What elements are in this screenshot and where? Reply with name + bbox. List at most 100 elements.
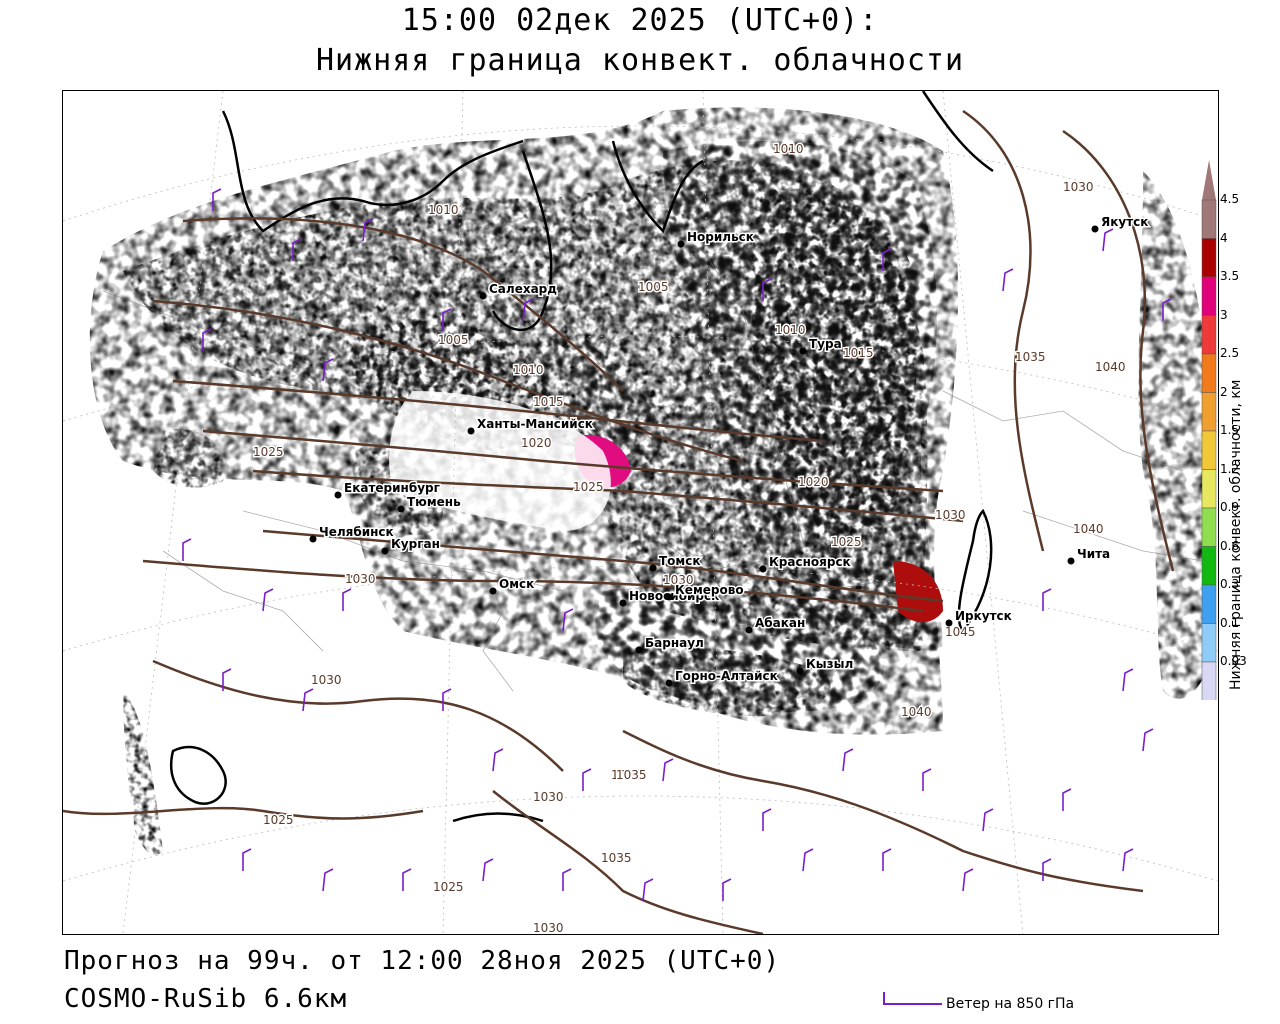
isobar-label: 1010 xyxy=(513,363,544,377)
map-canvas: 1010 1010 1005 1005 1010 1010 1015 1015 1020 1025… xyxy=(63,91,1218,934)
city-dot xyxy=(649,564,657,572)
isobar-label: 1010 xyxy=(775,323,806,337)
legend-swatch xyxy=(1201,199,1217,239)
city-label: Челябинск xyxy=(319,525,394,539)
isobar-label: 1035 xyxy=(611,768,642,782)
city-label: Тюмень xyxy=(407,495,461,509)
legend-colorbar xyxy=(1201,160,1217,700)
city-dot xyxy=(1067,557,1075,565)
city-dot xyxy=(619,599,627,607)
city-dot xyxy=(665,593,673,601)
isobar-label: 1010 xyxy=(428,203,459,217)
isobar-labels: 1010 1010 1005 1005 1010 1010 1015 1015 1020 1025… xyxy=(252,141,1128,935)
legend-swatch xyxy=(1201,353,1217,393)
isobar-label: 1040 xyxy=(1095,360,1126,374)
legend-tick-label: 4 xyxy=(1220,230,1228,245)
city-dot xyxy=(796,667,804,675)
legend-tick-label: 1.5 xyxy=(1220,423,1240,437)
legend-tick-label: 3 xyxy=(1220,307,1228,322)
isobar-label: 1025 xyxy=(263,813,294,827)
legend-tick-label: 0.1 xyxy=(1220,615,1240,630)
legend-swatch xyxy=(1201,238,1217,278)
isobar-label: 1025 xyxy=(253,445,284,459)
city-dot xyxy=(397,505,405,513)
city-label: Омск xyxy=(499,577,534,591)
isobar-label: 1030 xyxy=(935,508,966,522)
legend-title: Нижняя граница конвект. облачности, км xyxy=(1228,379,1244,690)
city-label: Кемерово xyxy=(675,583,744,597)
isobar-label: 1005 xyxy=(438,333,469,347)
isobar-label: 1035 xyxy=(1015,350,1046,364)
map-title: 15:00 02дек 2025 (UTC+0): xyxy=(401,3,879,38)
isobar-label: 1025 xyxy=(433,880,464,894)
city-label: Екатеринбург xyxy=(344,481,440,495)
isobar-label: 1030 xyxy=(663,573,694,587)
city-label: Абакан xyxy=(755,616,805,630)
city-label: Томск xyxy=(659,554,701,568)
isobar-label: 1015 xyxy=(533,395,564,409)
city-label: Барнаул xyxy=(645,636,704,650)
graticule xyxy=(63,91,1218,934)
isobar-label: 1040 xyxy=(1073,522,1104,536)
map-subtitle: Нижняя граница конвект. облачности xyxy=(315,43,965,78)
isobar-label: 1030 xyxy=(345,572,376,586)
city-label: Норильск xyxy=(687,230,754,244)
city-label: Горно-Алтайск xyxy=(675,669,778,683)
color-legend: 4.5 4 3.5 3 2.5 2 1.5 1.2 0.9 0.6 0.3 0.1 0.03 xyxy=(1200,160,1280,700)
isobar-label: 1035 xyxy=(616,768,647,782)
city-dot xyxy=(799,347,807,355)
legend-tick-label: 1.2 xyxy=(1220,461,1240,476)
coastlines xyxy=(169,91,994,823)
isobar-label: 1030 xyxy=(311,673,342,687)
legend-tick-label: 0.6 xyxy=(1220,538,1240,553)
city-dot xyxy=(635,646,643,654)
isobar-label: 1045 xyxy=(945,625,976,639)
city-dot xyxy=(759,565,767,573)
cloud-field xyxy=(89,107,1213,855)
city-dot xyxy=(489,587,497,595)
legend-swatch xyxy=(1201,430,1217,470)
legend-tick-label: 0.03 xyxy=(1220,654,1247,668)
model-name: COSMO-RuSib 6.6км xyxy=(64,984,348,1014)
city-label: Ханты-Мансийск xyxy=(477,417,593,431)
legend-tick-label: 2.5 xyxy=(1220,346,1240,360)
city-label: Тура xyxy=(809,337,842,351)
legend-swatch xyxy=(1201,623,1217,663)
legend-swatch xyxy=(1201,584,1217,624)
legend-swatch xyxy=(1201,392,1217,432)
forecast-map: 1010 1010 1005 1005 1010 1010 1015 1015 1020 1025… xyxy=(62,90,1219,935)
city-dot xyxy=(665,679,673,687)
legend-top-arrow xyxy=(1202,160,1216,200)
isobar-label: 1025 xyxy=(573,480,604,494)
city-label: Иркутск xyxy=(955,609,1012,623)
legend-swatch xyxy=(1201,276,1217,316)
isobar-label: 1030 xyxy=(1063,180,1094,194)
city-dot xyxy=(1091,225,1099,233)
wind-barbs xyxy=(182,188,1172,902)
city-label: Чита xyxy=(1077,547,1110,561)
legend-swatch xyxy=(1201,507,1217,547)
city-dot xyxy=(945,619,953,627)
isobar-label: 1035 xyxy=(601,851,632,865)
legend-swatch xyxy=(1201,546,1217,586)
city-dot xyxy=(745,626,753,634)
city-label: Кызыл xyxy=(806,657,853,671)
wind-legend-label: Ветер на 850 гПа xyxy=(946,996,1075,1012)
isobar-label: 1020 xyxy=(798,475,829,489)
isobar-label: 1020 xyxy=(521,436,552,450)
legend-tick-label: 3.5 xyxy=(1220,269,1240,283)
wind-barb-icon xyxy=(883,992,942,1005)
legend-swatch xyxy=(1201,469,1217,509)
isobar-label: 1030 xyxy=(533,921,564,934)
legend-tick-label: 0.9 xyxy=(1220,500,1240,514)
isobar-label: 1015 xyxy=(843,346,874,360)
city-label: Салехард xyxy=(489,282,557,296)
legend-swatch xyxy=(1201,315,1217,355)
city-label: Красноярск xyxy=(769,555,851,569)
isobar-label: 1025 xyxy=(831,535,862,549)
city-dot xyxy=(479,292,487,300)
city-markers: Норильск Якутск Салехард Тура Ханты-Мансийск… xyxy=(309,214,1150,687)
isobar-label: 1010 xyxy=(773,142,804,156)
legend-tick-label: 0.3 xyxy=(1220,577,1240,591)
city-dot xyxy=(677,240,685,248)
